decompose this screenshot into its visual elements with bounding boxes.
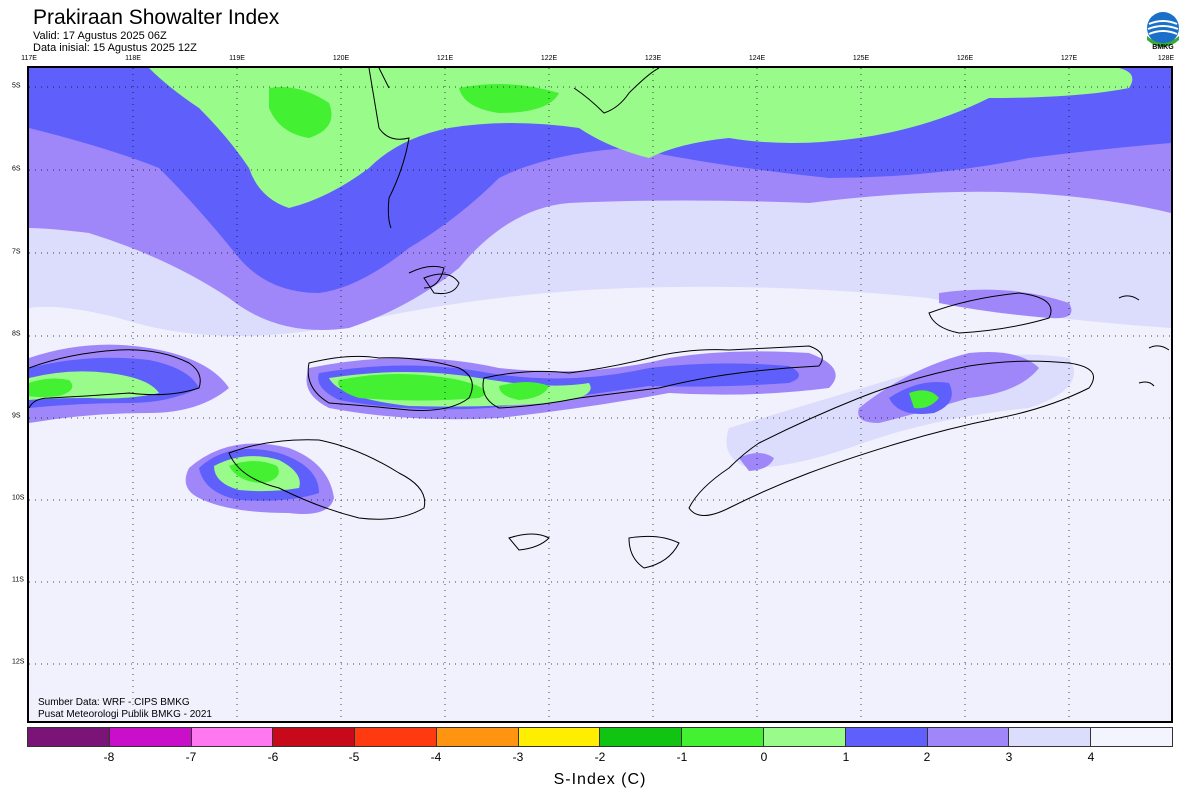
organization-credit: Pusat Meteorologi Publik BMKG - 2021: [38, 709, 212, 720]
lon-label: 121E: [436, 55, 454, 62]
colorbar-swatch: [1009, 728, 1092, 746]
colorbar-tick: -8: [103, 750, 115, 764]
lat-label: 9S: [12, 412, 21, 420]
graticule: [29, 68, 1171, 721]
colorbar-swatch: [764, 728, 846, 746]
alor-wetar: [928, 292, 1052, 334]
colorbar-swatch: [28, 728, 110, 746]
colorbar-swatch: [600, 728, 683, 746]
flores-coast: [482, 345, 823, 409]
colorbar-tick: 0: [760, 750, 768, 764]
colorbar-swatch: [682, 728, 765, 746]
sumbawa-coast: [307, 355, 473, 411]
band-0-1: [149, 68, 1133, 208]
colorbar-swatch: [355, 728, 437, 746]
colorbar-swatch: [927, 728, 1010, 746]
lon-label: 124E: [748, 55, 766, 62]
sulawesi-coast: [368, 68, 410, 229]
lon-label: 128E: [1157, 55, 1175, 62]
sumba-coast: [228, 439, 426, 520]
lat-label: 10S: [12, 494, 25, 502]
colorbar-swatch: [109, 728, 192, 746]
chart-title: Prakiraan Showalter Index: [33, 6, 280, 29]
lat-label: 6S: [12, 165, 21, 173]
colorbar-swatch: [436, 728, 519, 746]
colorbar-tick: -2: [594, 750, 606, 764]
band-minus1-0: [229, 461, 279, 483]
colorbar-tick: -1: [676, 750, 688, 764]
buton-island: [423, 273, 460, 294]
lon-label: 126E: [956, 55, 974, 62]
colorbar-tick: 4: [1087, 750, 1095, 764]
lon-label: 123E: [644, 55, 662, 62]
lon-label: 118E: [125, 55, 141, 62]
colorbar-tick: 1: [842, 750, 850, 764]
lat-label: 12S: [12, 658, 25, 666]
colorbar-swatch: [845, 728, 928, 746]
map-panel: [27, 66, 1173, 723]
lon-label: 119E: [229, 55, 245, 62]
lon-label: 125E: [852, 55, 870, 62]
band-1-2: [739, 453, 774, 471]
valid-time: Valid: 17 Agustus 2025 06Z: [33, 30, 167, 42]
colorbar-tick: -6: [267, 750, 279, 764]
colorbar: [27, 727, 1173, 747]
colorbar-swatch: [518, 728, 601, 746]
data-source: Sumber Data: WRF - CIPS BMKG: [38, 697, 190, 708]
rote-island: [628, 535, 680, 569]
colorbar-tick: -5: [348, 750, 360, 764]
lat-label: 11S: [12, 576, 24, 584]
coastlines: [29, 68, 1170, 569]
band-minus1-0: [338, 374, 486, 401]
bmkg-logo-icon: [1147, 12, 1179, 47]
colorbar-tick: -3: [512, 750, 524, 764]
flores-sea-island: [408, 265, 445, 289]
colorbar-tick: 2: [923, 750, 931, 764]
sawu-island: [508, 533, 550, 551]
logo-text: BMKG: [1152, 44, 1174, 51]
lat-label: 8S: [12, 330, 21, 338]
lon-label: 120E: [332, 55, 350, 62]
colorbar-swatch: [1091, 728, 1172, 746]
small-islands: [1118, 295, 1170, 387]
colorbar-swatch: [191, 728, 274, 746]
showalter-map: [29, 68, 1171, 721]
lat-label: 7S: [12, 248, 21, 256]
colorbar-title: S-Index (C): [553, 771, 647, 788]
band-minus1-0: [499, 382, 549, 400]
init-time: Data inisial: 15 Agustus 2025 12Z: [33, 42, 197, 54]
lon-label: 127E: [1060, 55, 1078, 62]
colorbar-swatch: [273, 728, 356, 746]
lon-label: 122E: [540, 55, 558, 62]
timor-coast: [688, 360, 1094, 516]
bali-lombok-sumbawa: [29, 349, 201, 409]
colorbar-tick: -7: [185, 750, 197, 764]
band-minus1-0: [269, 87, 332, 138]
lon-label: 117E: [21, 55, 37, 62]
band-minus1-0: [459, 84, 559, 113]
colorbar-tick: 3: [1005, 750, 1013, 764]
colorbar-tick: -4: [430, 750, 442, 764]
lat-label: 5S: [12, 82, 21, 90]
band-minus1-0: [29, 378, 73, 397]
band-0-1: [909, 390, 939, 409]
sulawesi-southeast: [573, 68, 660, 114]
